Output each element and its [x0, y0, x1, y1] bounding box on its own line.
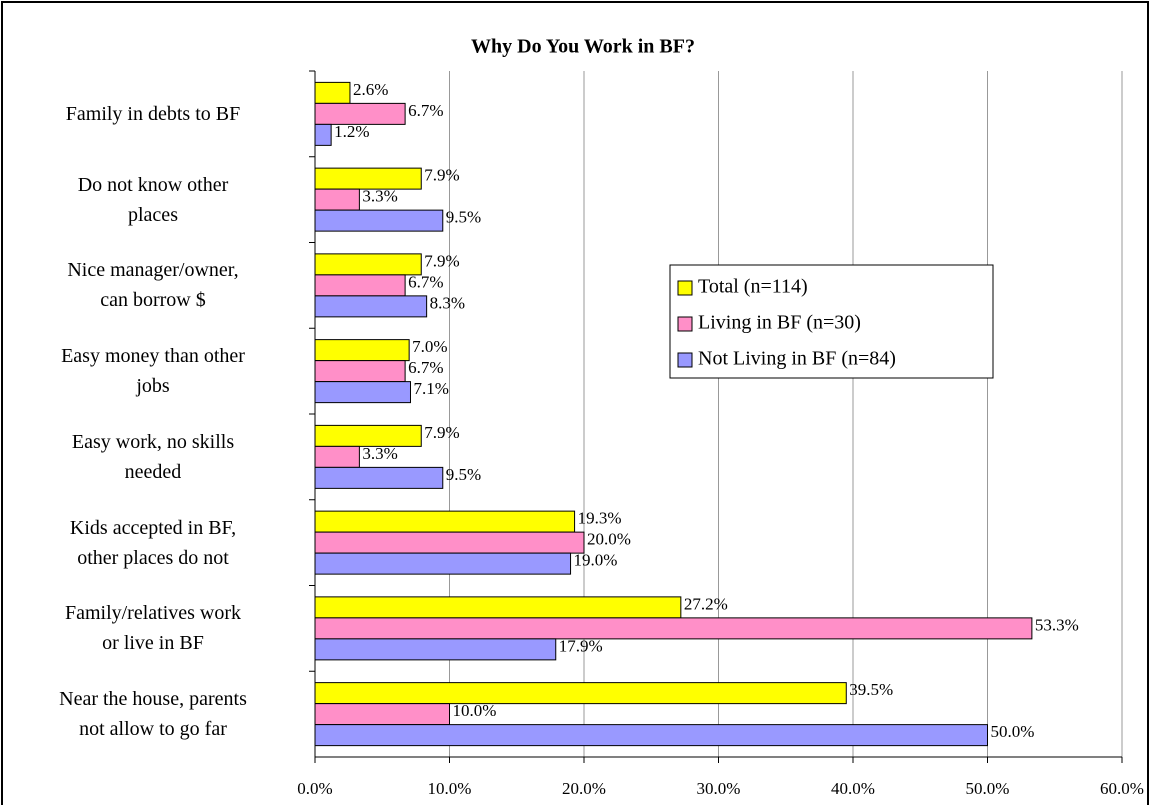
value-label: 6.7%	[408, 358, 443, 377]
bar	[314, 445, 360, 468]
value-label: 9.5%	[446, 465, 481, 484]
bar	[314, 188, 360, 211]
bar	[314, 209, 444, 232]
value-label: 7.0%	[412, 337, 447, 356]
bar	[314, 466, 444, 489]
bar	[314, 617, 1033, 640]
value-label: 27.2%	[684, 594, 728, 613]
bar	[314, 123, 332, 146]
bar	[314, 102, 406, 125]
bar	[314, 724, 988, 747]
value-label: 7.1%	[413, 379, 448, 398]
y-tick-label: Do not know other places	[77, 173, 229, 226]
y-tick-label: Near the house, parents not allow to go …	[59, 688, 247, 741]
value-label: 19.3%	[578, 509, 622, 528]
bar	[314, 703, 450, 726]
bar	[314, 295, 428, 318]
legend-label: Not Living in BF (n=84)	[698, 348, 896, 370]
value-label: 6.7%	[408, 101, 443, 120]
y-tick-label: Easy work, no skills needed	[71, 430, 235, 483]
legend-swatch	[677, 352, 693, 368]
value-label: 9.5%	[446, 208, 481, 227]
value-label: 3.3%	[362, 444, 397, 463]
bar	[314, 167, 422, 190]
y-tick-label: Family/relatives work or live in BF	[64, 602, 242, 655]
bar	[314, 682, 847, 705]
y-tick-label: Kids accepted in BF, other places do not	[69, 516, 237, 569]
bar	[314, 531, 585, 554]
bar	[314, 510, 576, 533]
bar	[314, 638, 557, 661]
y-tick-label: Family in debts to BF	[65, 102, 241, 125]
value-label: 53.3%	[1035, 615, 1079, 634]
x-tick-label: 20.0%	[562, 779, 606, 798]
legend: Total (n=114) Living in BF (n=30) Not Livi…	[669, 264, 994, 379]
bar	[314, 339, 410, 362]
x-tick-label: 10.0%	[428, 779, 472, 798]
value-label: 39.5%	[849, 680, 893, 699]
bar	[314, 253, 422, 276]
value-label: 19.0%	[574, 551, 618, 570]
value-label: 7.9%	[424, 251, 459, 270]
legend-swatch	[677, 280, 693, 296]
y-tick-label: Easy money than other jobs	[61, 345, 245, 398]
bar	[314, 381, 411, 404]
value-label: 6.7%	[408, 272, 443, 291]
x-tick-label: 0.0%	[297, 779, 332, 798]
x-tick-label: 40.0%	[831, 779, 875, 798]
chart-title: Why Do You Work in BF?	[471, 36, 695, 58]
bar	[314, 274, 406, 297]
bar	[314, 81, 351, 104]
value-label: 50.0%	[991, 722, 1035, 741]
legend-box	[669, 264, 994, 379]
x-tick-label: 30.0%	[697, 779, 741, 798]
value-label: 8.3%	[430, 293, 465, 312]
value-label: 7.9%	[424, 166, 459, 185]
value-label: 1.2%	[334, 122, 369, 141]
value-label: 3.3%	[362, 187, 397, 206]
bar	[314, 596, 682, 619]
value-label: 7.9%	[424, 423, 459, 442]
legend-label: Living in BF (n=30)	[698, 312, 861, 334]
value-label: 10.0%	[453, 701, 497, 720]
y-tick-label: Nice manager/owner, can borrow $	[67, 259, 239, 312]
bar	[314, 552, 572, 575]
value-label: 2.6%	[353, 80, 388, 99]
bar	[314, 360, 406, 383]
legend-swatch	[677, 316, 693, 332]
x-tick-label: 50.0%	[966, 779, 1010, 798]
bar	[314, 424, 422, 447]
x-tick-label: 60.0%	[1100, 779, 1144, 798]
legend-label: Total (n=114)	[698, 276, 808, 298]
value-label: 20.0%	[587, 530, 631, 549]
value-label: 17.9%	[559, 636, 603, 655]
